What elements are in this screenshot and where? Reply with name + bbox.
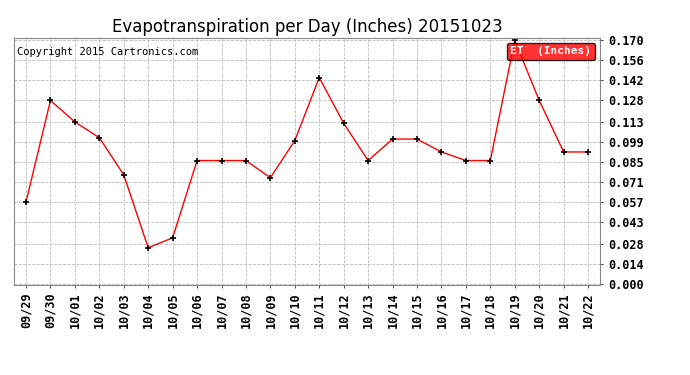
Legend: ET  (Inches): ET (Inches) [507, 43, 595, 60]
Text: Copyright 2015 Cartronics.com: Copyright 2015 Cartronics.com [17, 47, 198, 57]
Title: Evapotranspiration per Day (Inches) 20151023: Evapotranspiration per Day (Inches) 2015… [112, 18, 502, 36]
